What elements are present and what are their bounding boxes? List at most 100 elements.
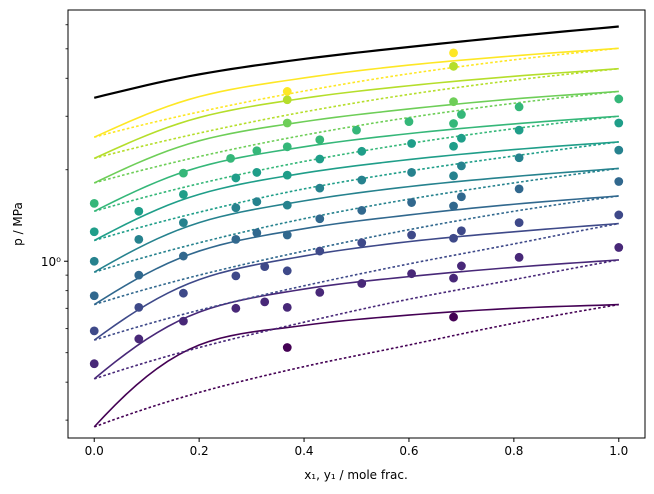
data-point-5-4: [252, 168, 262, 177]
data-point-4-9: [449, 171, 458, 181]
data-point-3-8: [407, 198, 416, 207]
data-point-3-0: [89, 291, 99, 301]
bubble-curve-4: [93, 167, 619, 273]
data-point-3-2: [179, 251, 188, 261]
data-point-2-6: [315, 246, 325, 256]
data-point-4-7: [357, 175, 367, 185]
dew-curve-6: [94, 115, 619, 213]
data-point-6-2: [226, 153, 236, 163]
x-tick-label-0: 0.0: [85, 444, 104, 458]
data-point-7-1: [449, 97, 458, 107]
data-point-2-10: [457, 226, 466, 236]
data-point-1-11: [514, 252, 524, 262]
data-point-6-6: [352, 125, 361, 135]
data-point-1-9: [449, 273, 458, 283]
x-axis-label: x₁, y₁ / mole frac.: [304, 468, 408, 482]
data-point-2-5: [282, 266, 292, 276]
data-point-1-8: [407, 269, 416, 279]
dew-curve-0: [93, 303, 619, 428]
data-point-3-5: [282, 230, 292, 240]
data-point-1-0: [89, 359, 99, 369]
data-point-2-8: [407, 230, 416, 240]
data-point-9-0: [282, 87, 292, 96]
data-point-9-1: [449, 48, 458, 58]
y-axis: 10⁰: [41, 24, 68, 421]
data-point-6-5: [315, 135, 325, 145]
data-point-3-12: [614, 177, 624, 186]
bubble-curve-9: [93, 47, 619, 138]
dew-curve-4: [93, 167, 619, 273]
data-point-3-11: [514, 184, 524, 194]
data-point-2-2: [179, 288, 188, 298]
bubble-curve-8: [93, 67, 619, 160]
dew-curve-2: [93, 222, 619, 341]
data-point-2-1: [134, 302, 144, 312]
data-point-2-0: [89, 326, 99, 336]
data-point-1-4: [260, 297, 270, 307]
data-point-1-1: [134, 334, 144, 344]
data-point-4-10: [457, 161, 466, 171]
data-point-5-2: [179, 189, 188, 199]
axes-frame: [67, 9, 646, 439]
data-point-3-1: [134, 270, 144, 280]
data-point-2-3: [231, 271, 241, 281]
data-point-3-6: [315, 214, 325, 224]
bubble-curve-5: [93, 141, 619, 242]
data-point-8-1: [449, 61, 458, 71]
data-point-4-0: [89, 256, 99, 266]
data-point-6-1: [179, 168, 188, 178]
data-point-2-9: [449, 233, 458, 243]
data-point-0-0: [282, 343, 292, 352]
data-point-6-3: [252, 146, 262, 156]
y-tick-label-0: 10⁰: [41, 255, 61, 269]
data-point-1-10: [457, 261, 466, 271]
data-point-5-7: [357, 146, 367, 156]
data-point-1-3: [231, 303, 241, 313]
data-point-3-9: [449, 201, 458, 211]
data-point-4-4: [252, 197, 262, 207]
dew-curve-3: [93, 195, 619, 306]
bubble-curve-7: [93, 90, 619, 184]
bubble-curve-2: [93, 222, 619, 341]
data-point-5-6: [315, 154, 325, 164]
data-point-2-12: [614, 210, 624, 220]
data-point-0-1: [449, 312, 458, 322]
data-point-5-11: [514, 125, 524, 135]
data-point-4-8: [407, 168, 416, 177]
data-point-4-11: [514, 153, 524, 163]
data-point-1-6: [315, 287, 325, 297]
data-point-5-5: [282, 170, 292, 180]
plot-area: [89, 25, 624, 428]
data-point-6-9: [457, 110, 466, 119]
data-point-4-3: [231, 203, 241, 213]
data-point-6-11: [614, 94, 624, 104]
bubble-curve-0: [93, 303, 619, 428]
data-point-1-7: [357, 279, 367, 288]
data-point-8-0: [282, 95, 292, 105]
x-tick-label-2: 0.4: [294, 444, 313, 458]
data-point-5-9: [449, 141, 458, 151]
x-tick-label-5: 1.0: [609, 444, 628, 458]
data-point-5-0: [89, 227, 99, 237]
data-point-4-6: [315, 183, 325, 193]
data-point-2-4: [260, 262, 270, 272]
reference-curve: [93, 25, 619, 99]
dew-curve-5: [94, 141, 619, 242]
x-tick-label-3: 0.6: [399, 444, 418, 458]
data-point-6-10: [514, 102, 524, 112]
data-point-2-7: [357, 238, 367, 248]
data-point-4-12: [614, 145, 624, 155]
data-point-6-4: [282, 142, 292, 152]
dew-curve-9: [94, 47, 619, 138]
data-point-2-11: [514, 218, 524, 228]
data-point-1-5: [282, 302, 292, 312]
data-point-4-5: [282, 200, 292, 210]
data-point-3-7: [357, 205, 367, 215]
data-point-5-1: [134, 206, 144, 216]
y-axis-label: p / MPa: [11, 202, 25, 246]
data-point-4-1: [134, 234, 144, 244]
data-point-4-2: [179, 218, 188, 228]
data-point-3-4: [252, 228, 262, 238]
x-tick-label-1: 0.2: [190, 444, 209, 458]
